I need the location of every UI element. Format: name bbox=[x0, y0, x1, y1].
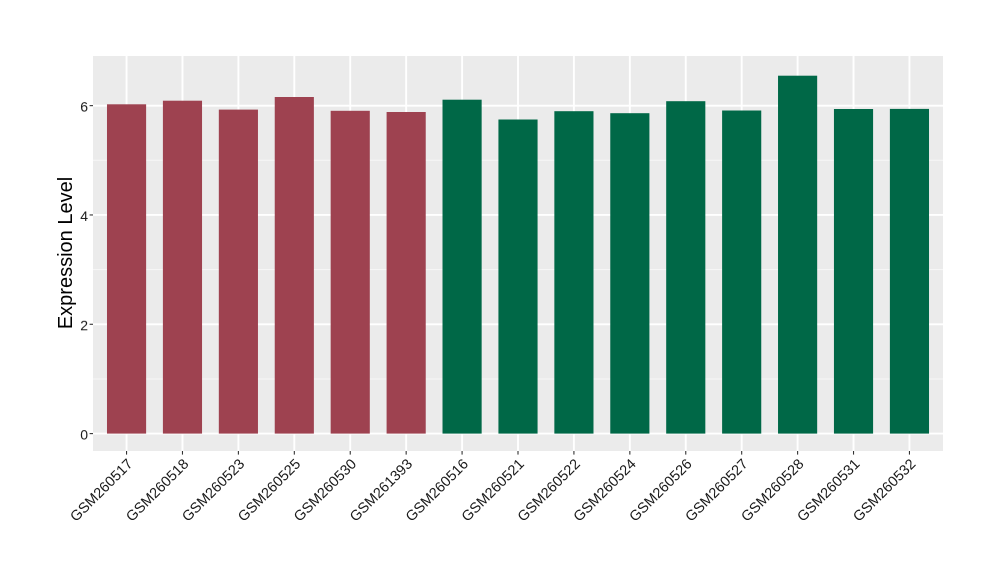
svg-text:2: 2 bbox=[80, 317, 88, 333]
svg-text:4: 4 bbox=[80, 208, 88, 224]
svg-text:Expression Level: Expression Level bbox=[55, 177, 77, 329]
svg-text:0: 0 bbox=[80, 427, 88, 443]
svg-text:6: 6 bbox=[80, 99, 88, 115]
